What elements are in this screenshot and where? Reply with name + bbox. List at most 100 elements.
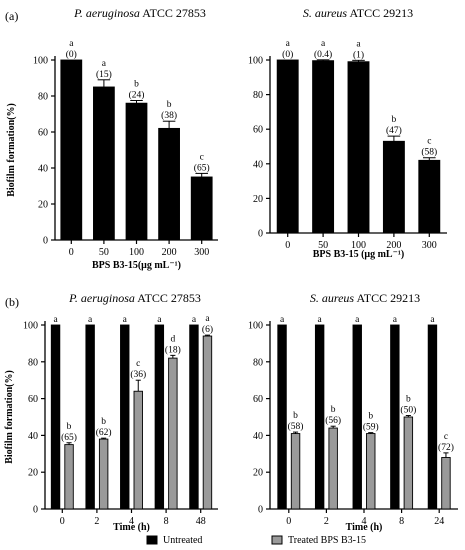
x-tick-label: 0 — [60, 516, 65, 527]
bar — [189, 324, 199, 510]
x-tick-label: 4 — [362, 516, 367, 527]
x-tick-label: 300 — [422, 240, 437, 251]
y-tick-label: 80 — [28, 357, 38, 368]
significance-letter: a — [192, 315, 197, 325]
bar — [427, 324, 438, 510]
significance-letter: b — [368, 412, 373, 422]
x-tick-label: 8 — [399, 516, 404, 527]
x-tick-label: 48 — [196, 516, 206, 527]
panel-label-a: (a) — [5, 9, 18, 23]
significance-letter: a — [88, 315, 93, 325]
significance-letter: a — [321, 39, 326, 49]
inhibition-label: (65) — [61, 432, 77, 443]
y-tick-label: 80 — [253, 357, 263, 368]
bar — [382, 140, 405, 234]
chart-title-italic: P. aeruginosa — [68, 291, 135, 305]
significance-letter: a — [430, 315, 435, 325]
x-tick-label: 50 — [318, 240, 328, 251]
y-tick-label: 20 — [38, 200, 48, 211]
chart-title-strain: ATCC 27853 — [140, 6, 206, 20]
chart-title: P. aeruginosa ATCC 27853 — [68, 291, 201, 305]
chart-title-strain: ATCC 27853 — [135, 291, 201, 305]
inhibition-label: (62) — [96, 427, 112, 438]
y-tick-label: 40 — [28, 431, 38, 442]
bar — [390, 324, 400, 510]
significance-letter: c — [427, 137, 431, 147]
chart-title-strain: ATCC 29213 — [354, 291, 420, 305]
x-tick-label: 4 — [129, 516, 134, 527]
x-tick-label: 24 — [434, 516, 444, 527]
y-tick-label: 100 — [23, 321, 38, 332]
bar — [290, 433, 301, 510]
inhibition-label: (72) — [438, 442, 454, 453]
y-tick-label: 100 — [248, 56, 263, 67]
chart-title: S. aureus ATCC 29213 — [310, 291, 420, 305]
y-tick-label: 0 — [33, 505, 38, 516]
bar — [120, 324, 130, 510]
inhibition-label: (15) — [96, 69, 112, 80]
significance-letter: b — [67, 422, 72, 432]
y-tick-label: 40 — [38, 164, 48, 175]
significance-letter: b — [392, 115, 397, 125]
chart-title-italic: S. aureus — [310, 291, 355, 305]
bar — [441, 457, 451, 510]
y-tick-label: 60 — [253, 394, 263, 405]
legend-swatch-untreated — [146, 535, 158, 545]
inhibition-label: (59) — [363, 422, 379, 433]
y-tick-label: 80 — [38, 92, 48, 103]
significance-letter: a — [205, 314, 210, 324]
significance-letter: a — [53, 315, 58, 325]
panel-label-b: (b) — [5, 295, 19, 309]
chart-title-italic: P. aeruginosa — [73, 6, 140, 20]
inhibition-label: (18) — [165, 344, 181, 355]
legend-swatch-treated — [271, 535, 283, 545]
significance-letter: a — [356, 39, 361, 49]
chart-title: P. aeruginosa ATCC 27853 — [73, 6, 206, 20]
inhibition-label: (50) — [400, 405, 416, 416]
bar — [60, 59, 83, 241]
inhibition-label: (56) — [325, 415, 341, 426]
chart-title-strain: ATCC 29213 — [347, 6, 413, 20]
x-axis-label: BPS B3-15(μg mL⁻¹) — [92, 260, 181, 271]
significance-letter: c — [136, 359, 140, 369]
y-tick-label: 0 — [258, 505, 263, 516]
inhibition-label: (65) — [194, 162, 210, 173]
bar — [125, 102, 148, 241]
significance-letter: c — [200, 152, 204, 162]
chart-title-italic: S. aureus — [303, 6, 348, 20]
significance-letter: a — [69, 39, 74, 49]
x-axis-label: Time (h) — [113, 522, 150, 533]
x-tick-label: 300 — [194, 247, 209, 258]
bar — [85, 324, 95, 510]
y-tick-label: 20 — [28, 468, 38, 479]
inhibition-label: (47) — [386, 125, 402, 136]
chart-a-right: S. aureus ATCC 292130204060801000(0)a50(… — [248, 6, 447, 260]
bar — [202, 335, 213, 510]
significance-letter: a — [286, 39, 291, 49]
bar — [93, 86, 115, 241]
bar — [403, 416, 414, 510]
legend: Untreated Treated BPS B3-15 — [146, 535, 366, 546]
legend-label-untreated: Untreated — [163, 535, 202, 546]
bar — [50, 324, 61, 510]
significance-letter: b — [134, 80, 139, 90]
inhibition-label: (36) — [130, 369, 146, 380]
bar — [98, 438, 109, 510]
bar — [314, 324, 325, 510]
y-tick-label: 60 — [38, 128, 48, 139]
inhibition-label: (24) — [129, 90, 145, 101]
inhibition-label: (0.4) — [314, 49, 332, 60]
significance-letter: a — [318, 315, 323, 325]
inhibition-label: (0) — [282, 49, 293, 60]
y-tick-label: 40 — [253, 431, 263, 442]
significance-letter: a — [355, 315, 360, 325]
x-tick-label: 0 — [69, 247, 74, 258]
bar — [366, 433, 376, 510]
significance-letter: a — [280, 315, 285, 325]
y-tick-label: 80 — [253, 90, 263, 101]
x-tick-label: 100 — [351, 240, 366, 251]
chart-b-left: P. aeruginosa ATCC 278530204060801000a(6… — [4, 291, 218, 533]
y-axis-label: Biofilm formation(%) — [6, 103, 17, 197]
significance-letter: b — [293, 411, 298, 421]
